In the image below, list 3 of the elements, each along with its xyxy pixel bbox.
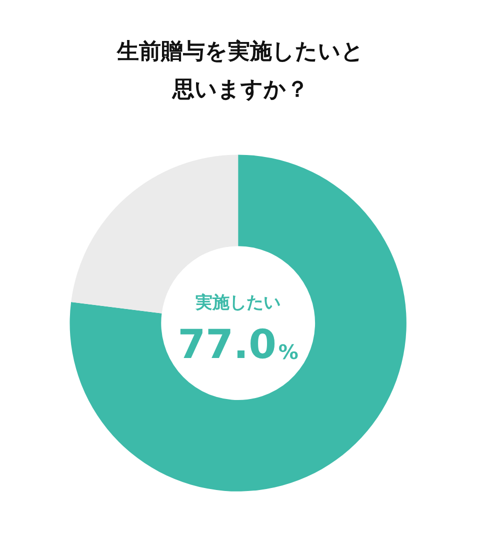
slice-label: 実施したい xyxy=(194,293,281,314)
chart-title: 生前贈与を実施したいと思いますか？ xyxy=(116,38,364,102)
data-label: 77.0% xyxy=(178,322,298,368)
